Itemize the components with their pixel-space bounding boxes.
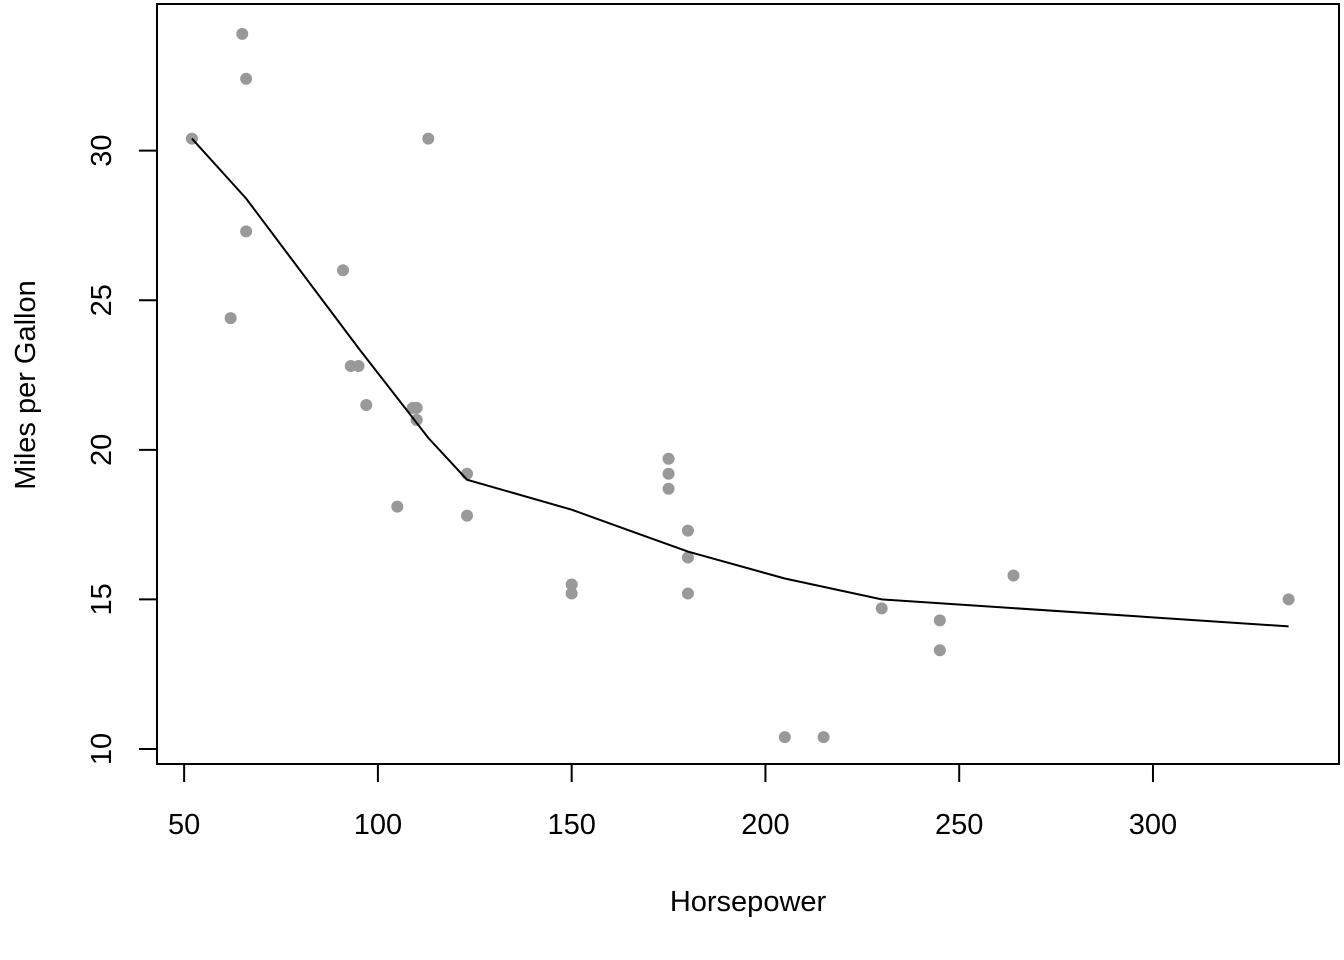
data-point (662, 452, 675, 465)
x-axis: 50 100 150 200 250 300 (168, 763, 1177, 841)
y-axis: 10 15 20 25 30 (86, 134, 158, 765)
y-tick-label: 20 (86, 434, 118, 466)
x-tick-label: 50 (168, 809, 200, 841)
data-point (406, 401, 419, 414)
data-point (662, 482, 675, 495)
data-point (875, 602, 888, 615)
data-point (681, 524, 694, 537)
x-tick-label: 150 (547, 809, 595, 841)
x-tick-label: 200 (741, 809, 789, 841)
data-point (778, 731, 791, 744)
data-point (933, 644, 946, 657)
plot-frame (156, 3, 1340, 765)
data-point (461, 509, 474, 522)
data-point (337, 264, 350, 277)
scatter-points (185, 27, 1295, 744)
data-point (933, 614, 946, 627)
data-point (1282, 593, 1295, 606)
data-point (681, 551, 694, 564)
trend-line-layer (191, 137, 1289, 628)
data-point (360, 398, 373, 411)
x-tick-label: 300 (1129, 809, 1177, 841)
data-point (224, 312, 237, 325)
x-tick-label: 100 (354, 809, 402, 841)
y-tick-label: 15 (86, 583, 118, 615)
data-point (410, 413, 423, 426)
y-tick-label: 30 (86, 134, 118, 166)
y-tick-label: 25 (86, 284, 118, 316)
x-tick-label: 250 (935, 809, 983, 841)
data-point (817, 731, 830, 744)
data-point (565, 578, 578, 591)
data-point (236, 27, 249, 40)
data-point (1007, 569, 1020, 582)
data-point (422, 132, 435, 145)
data-point (662, 467, 675, 480)
data-point (681, 587, 694, 600)
data-point (352, 360, 365, 373)
data-point (565, 587, 578, 600)
data-point (240, 225, 253, 238)
x-axis-label: Horsepower (670, 886, 827, 918)
y-tick-label: 10 (86, 733, 118, 765)
trend-line (191, 137, 1289, 628)
y-axis-label: Miles per Gallon (10, 280, 42, 490)
data-point (240, 72, 253, 85)
data-point (391, 500, 404, 513)
